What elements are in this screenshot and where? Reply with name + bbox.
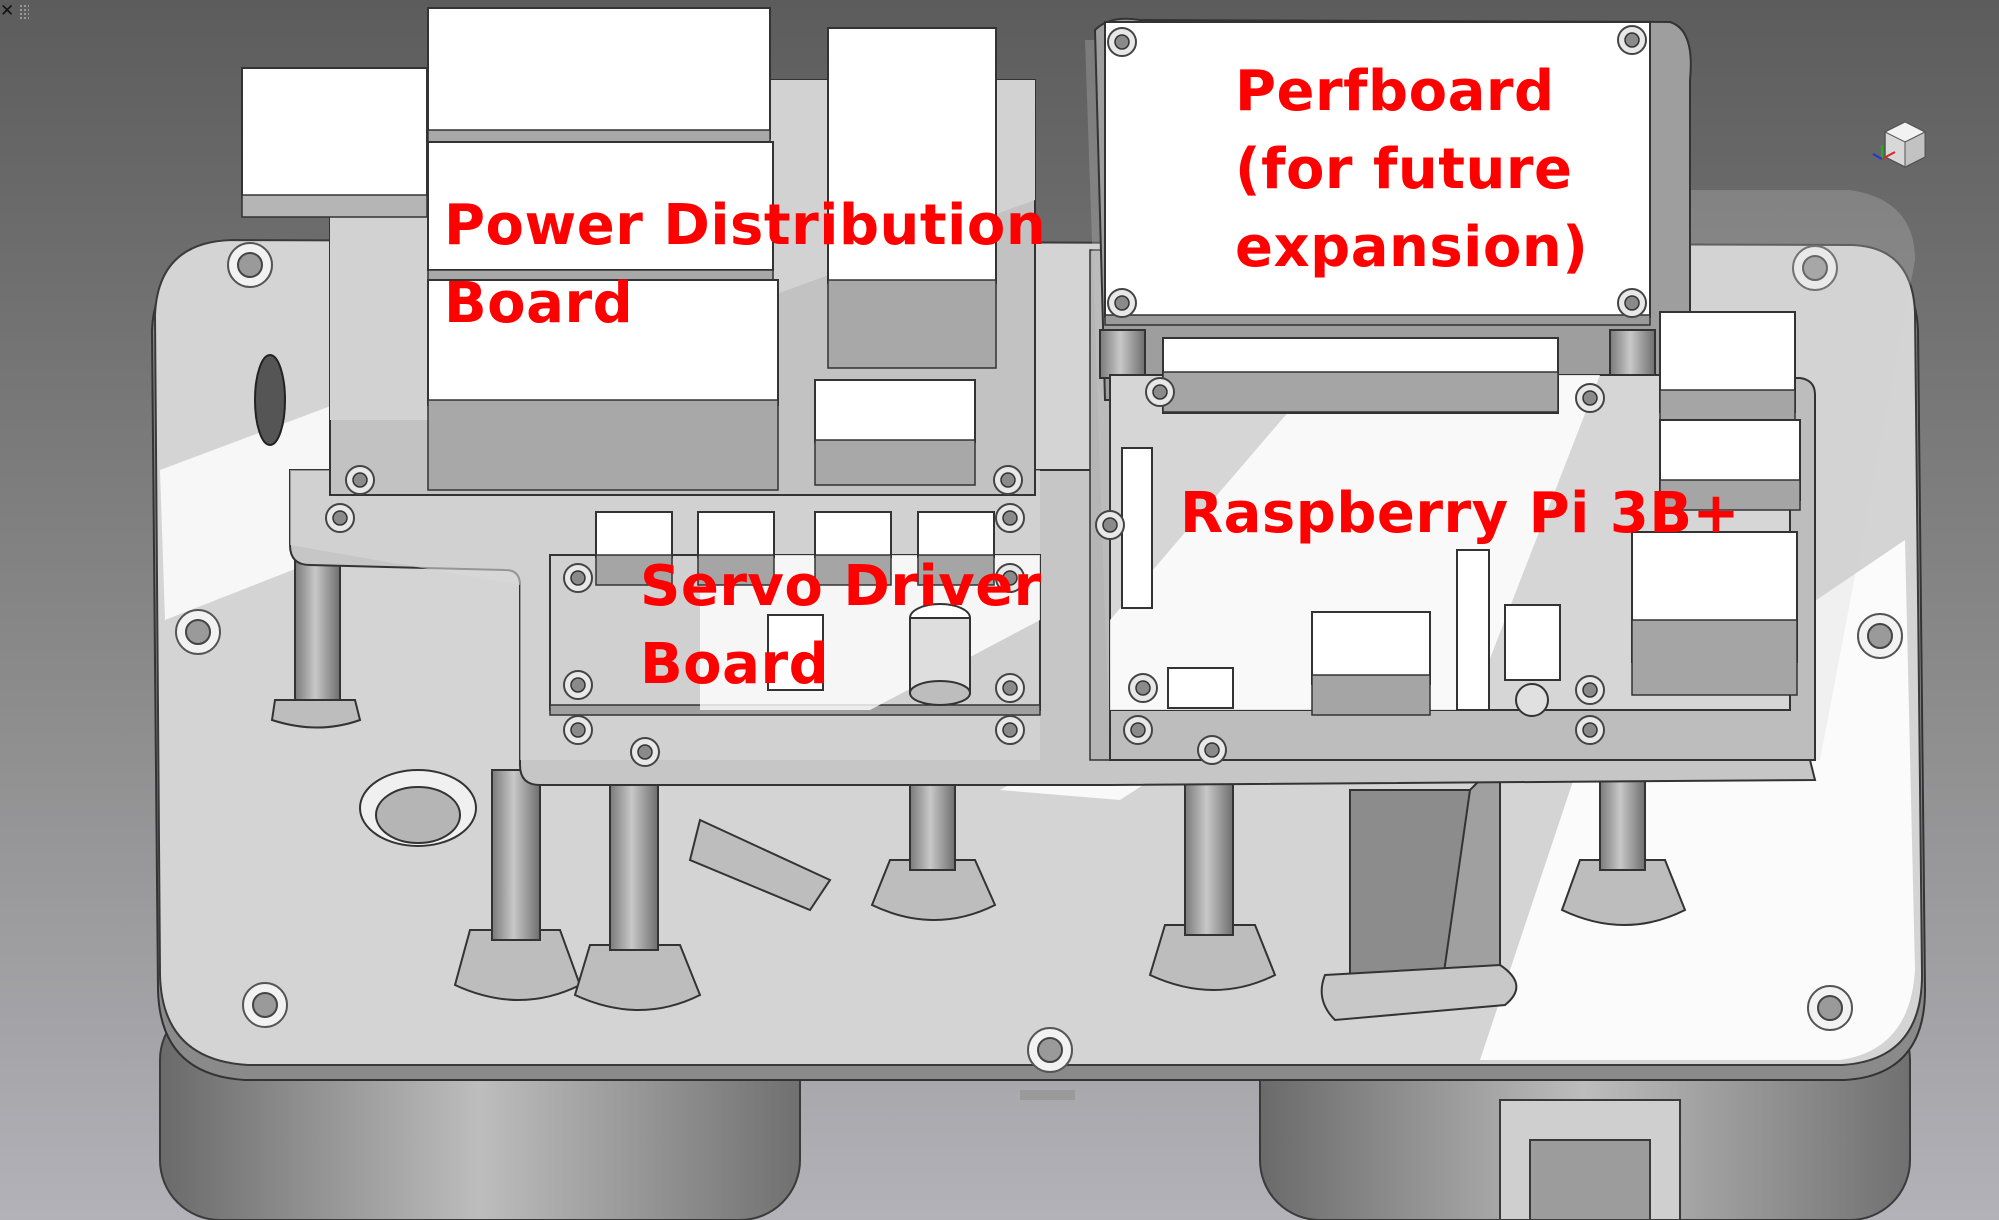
view-cube-icon[interactable]: [1872, 121, 1927, 168]
perfboard: [1093, 17, 1692, 401]
label-raspberry-pi: Raspberry Pi 3B+: [1180, 481, 1740, 546]
power-distribution-board: [241, 7, 1036, 496]
close-icon[interactable]: ✕: [0, 1, 15, 21]
label-perfboard: Perfboard (for future expansion): [1235, 59, 1589, 280]
under-deck-components: [688, 757, 1518, 1022]
label-power-distribution-board: Power Distribution Board: [444, 193, 1047, 336]
drag-grip-icon[interactable]: [19, 4, 29, 20]
servo-driver-board: [549, 511, 1041, 716]
label-servo-driver-board: Servo Driver Board: [640, 554, 1042, 697]
raspberry-pi-board: [1109, 311, 1816, 761]
standoff-posts: [270, 559, 1687, 1011]
